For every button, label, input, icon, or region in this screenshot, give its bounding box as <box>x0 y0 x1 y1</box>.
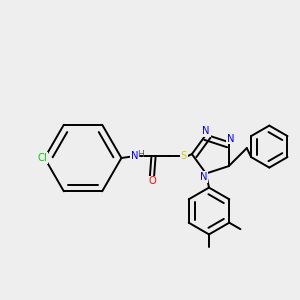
Text: S: S <box>181 152 187 161</box>
Text: Cl: Cl <box>37 153 47 163</box>
Text: N: N <box>202 126 210 136</box>
Text: N: N <box>200 172 207 182</box>
Text: N: N <box>131 152 139 161</box>
Text: N: N <box>226 134 234 143</box>
Text: O: O <box>148 176 156 186</box>
Text: H: H <box>137 150 144 159</box>
